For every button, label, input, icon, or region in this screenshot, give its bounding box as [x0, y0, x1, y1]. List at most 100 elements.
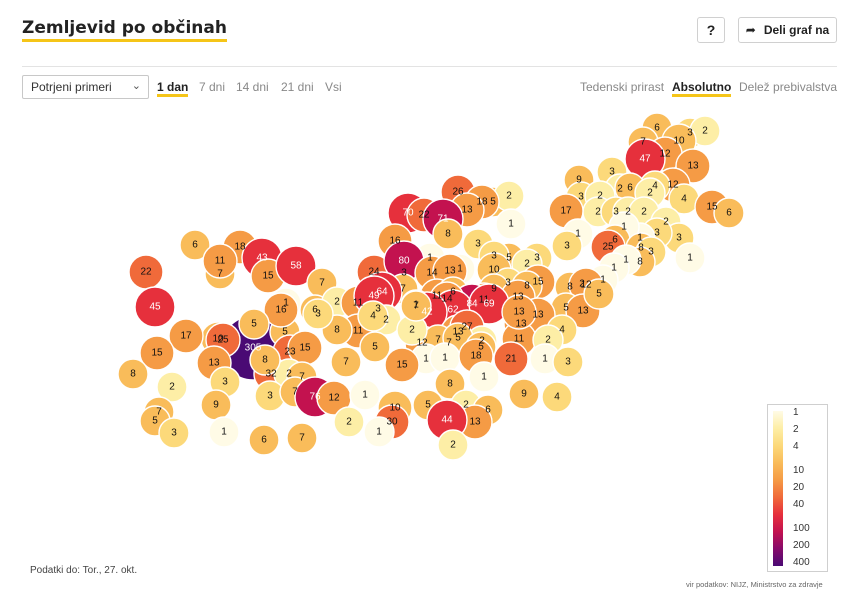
municipality-count-label: 8	[637, 257, 643, 268]
municipality-count-label: 7	[299, 372, 305, 383]
municipality-region[interactable]	[508, 378, 540, 410]
municipality-region[interactable]	[495, 208, 527, 240]
municipality-count-label: 2	[286, 369, 292, 380]
municipality-region[interactable]	[139, 335, 175, 371]
municipality-region[interactable]	[134, 286, 176, 328]
mode-absolute[interactable]: Absolutno	[672, 80, 732, 97]
mode-weekly-growth[interactable]: Tedenski prirast	[580, 80, 665, 94]
municipality-count-label: 13	[513, 307, 525, 318]
help-button[interactable]: ?	[697, 17, 725, 43]
municipality-count-label: 12	[328, 393, 340, 404]
municipality-region[interactable]	[384, 347, 420, 383]
municipality-count-label: 4	[652, 181, 658, 192]
municipality-region[interactable]	[552, 346, 584, 378]
period-7-days[interactable]: 7 dni	[199, 80, 226, 94]
municipality-region[interactable]	[583, 278, 615, 310]
municipality-region[interactable]	[363, 416, 395, 448]
municipality-count-label: 7	[435, 335, 441, 346]
municipality-count-label: 1	[611, 263, 617, 274]
municipality-count-label: 2	[383, 315, 389, 326]
municipality-region[interactable]	[400, 290, 432, 322]
municipality-region[interactable]	[501, 294, 537, 330]
municipality-region[interactable]	[357, 300, 389, 332]
municipality-count-label: 2	[545, 335, 551, 346]
municipality-count-label: 11	[353, 326, 364, 337]
municipality-count-label: 6	[654, 123, 660, 134]
municipality-count-label: 6	[261, 435, 267, 446]
municipality-count-label: 17	[560, 206, 572, 217]
municipality-region[interactable]	[468, 361, 500, 393]
municipality-region[interactable]	[208, 416, 240, 448]
municipality-count-label: 2	[595, 207, 601, 218]
municipality-count-label: 9	[213, 400, 219, 411]
share-button[interactable]: ➦ Deli graf na	[738, 17, 837, 43]
municipality-count-label: 1	[423, 354, 429, 365]
municipality-region[interactable]	[674, 242, 706, 274]
municipality-region[interactable]	[286, 422, 318, 454]
municipality-region[interactable]	[359, 331, 391, 363]
municipality-region[interactable]	[248, 424, 280, 456]
municipality-region[interactable]	[238, 308, 270, 340]
municipality-count-label: 13	[515, 319, 527, 330]
legend-tick-label: 1	[793, 407, 799, 418]
municipality-region[interactable]	[302, 298, 334, 330]
municipality-region[interactable]	[168, 318, 204, 354]
municipality-count-label: 2	[597, 191, 603, 202]
municipality-region[interactable]	[432, 218, 464, 250]
period-14-days[interactable]: 14 dni	[236, 80, 269, 94]
municipality-count-label: 21	[505, 354, 517, 365]
municipality-count-label: 12	[416, 338, 428, 349]
municipality-count-label: 27	[461, 322, 473, 333]
municipality-count-label: 13	[532, 310, 544, 321]
municipality-count-label: 3	[654, 228, 660, 239]
municipality-count-label: 1	[457, 264, 463, 275]
municipality-region[interactable]	[263, 292, 299, 328]
municipality-region[interactable]	[249, 344, 281, 376]
municipality-region[interactable]	[437, 429, 469, 461]
municipality-count-label: 6	[726, 208, 732, 219]
municipality-region[interactable]	[330, 346, 362, 378]
municipality-count-label: 3	[505, 278, 511, 289]
municipality-count-label: 5	[596, 289, 602, 300]
municipality-region[interactable]	[158, 417, 190, 449]
mode-population-share[interactable]: Delež prebivalstva	[739, 80, 838, 94]
municipality-count-label: 2	[409, 325, 415, 336]
municipality-region[interactable]	[275, 245, 317, 287]
municipality-count-label: 3	[315, 309, 321, 320]
municipality-count-label: 32	[265, 369, 277, 380]
municipality-region[interactable]	[202, 243, 238, 279]
municipality-count-label: 12	[580, 280, 592, 291]
municipality-region[interactable]	[551, 230, 583, 262]
municipality-count-label: 2	[617, 184, 623, 195]
municipality-region[interactable]	[117, 358, 149, 390]
period-21-days[interactable]: 21 dni	[281, 80, 314, 94]
municipality-count-label: 5	[455, 333, 461, 344]
municipality-count-label: 7	[640, 137, 646, 148]
municipality-count-label: 4	[559, 325, 565, 336]
municipality-region[interactable]	[349, 379, 381, 411]
municipality-count-label: 4	[681, 194, 687, 205]
municipality-region[interactable]	[179, 229, 211, 261]
municipality-region[interactable]	[434, 368, 466, 400]
metric-select[interactable]: Potrjeni primeri ⌄	[22, 75, 149, 99]
municipality-count-label: 1	[637, 233, 643, 244]
municipality-count-label: 7	[319, 278, 325, 289]
municipality-region[interactable]	[541, 381, 573, 413]
municipality-region[interactable]	[156, 371, 188, 403]
municipality-count-label: 13	[469, 417, 481, 428]
period-all[interactable]: Vsi	[325, 80, 342, 94]
municipality-count-label: 64	[376, 287, 388, 298]
municipality-count-label: 1	[442, 353, 448, 364]
municipality-count-label: 6	[485, 405, 491, 416]
municipality-count-label: 45	[149, 302, 161, 313]
municipality-region[interactable]	[493, 341, 529, 377]
municipality-region[interactable]	[333, 406, 365, 438]
municipality-count-label: 6	[627, 183, 633, 194]
header-divider	[22, 66, 837, 67]
municipality-count-label: 30	[386, 417, 398, 428]
municipality-region[interactable]	[713, 197, 745, 229]
period-1-day[interactable]: 1 dan	[157, 80, 189, 97]
municipality-count-label: 2	[641, 207, 647, 218]
municipality-count-label: 1	[621, 222, 627, 233]
municipality-count-label: 11	[514, 334, 525, 345]
